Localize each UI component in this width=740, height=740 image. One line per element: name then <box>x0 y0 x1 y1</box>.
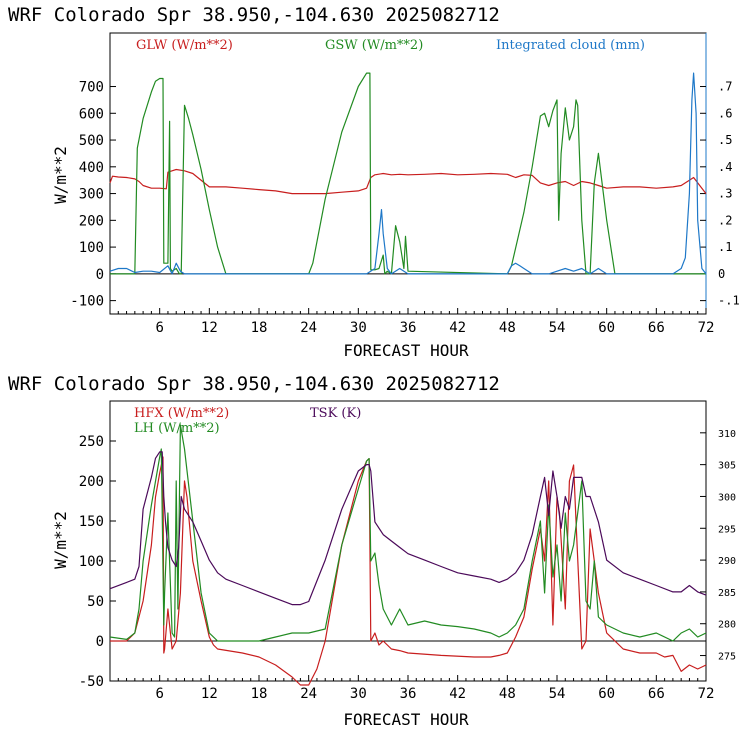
bottom-x-tick-label: 42 <box>449 686 466 702</box>
top-y2-tick-label: .2 <box>718 213 732 227</box>
top-panel: WRF Colorado Spr 38.950,-104.630 2025082… <box>8 4 740 360</box>
top-y2-tick-label: -.1 <box>718 294 740 308</box>
bottom-series <box>109 424 707 686</box>
top-x-axis-label: FORECAST HOUR <box>343 341 469 360</box>
top-y2-tick-label: .1 <box>718 240 732 254</box>
bottom-y2-tick-label: 290 <box>718 556 736 567</box>
legend-glw: GLW (W/m**2) <box>136 38 233 53</box>
bottom-y2-tick-label: 305 <box>718 461 736 472</box>
top-x-tick-label: 60 <box>598 320 615 336</box>
legend-lh: LH (W/m**2) <box>134 421 220 436</box>
bottom-series-line-lh <box>109 424 707 642</box>
top-y-tick-label: 200 <box>79 213 104 229</box>
top-x-tick-label: 48 <box>499 320 516 336</box>
bottom-y-axis-label: W/m**2 <box>51 511 70 569</box>
bottom-series-line-hfx <box>110 456 707 686</box>
bottom-x-tick-label: 60 <box>598 686 615 702</box>
bottom-x-tick-label: 18 <box>251 686 268 702</box>
top-y2-tick-label: .5 <box>718 133 732 147</box>
top-x-tick-label: 24 <box>300 320 317 336</box>
bottom-y-tick-label: 250 <box>79 434 104 450</box>
top-x-tick-label: 30 <box>350 320 367 336</box>
bottom-x-tick-label: 24 <box>300 686 317 702</box>
bottom-x-tick-label: 66 <box>648 686 665 702</box>
top-chart-title: WRF Colorado Spr 38.950,-104.630 2025082… <box>8 4 500 26</box>
top-x-tick-label: 54 <box>549 320 566 336</box>
top-series <box>109 72 707 275</box>
top-y2-tick-label: .4 <box>718 160 732 174</box>
bottom-x-tick-label: 36 <box>400 686 417 702</box>
top-x-tick-label: 36 <box>400 320 417 336</box>
top-y-tick-label: 0 <box>96 267 104 283</box>
top-y2-tick-label: 0 <box>718 267 725 281</box>
bottom-axes: 6 12 18 24 30 36 42 48 54 60 66 72 -50 0 50 100 150 200 25… <box>79 429 736 702</box>
bottom-x-tick-label: 72 <box>698 686 715 702</box>
bottom-y2-tick-label: 280 <box>718 620 736 631</box>
bottom-y2-tick-label: 295 <box>718 524 736 535</box>
bottom-x-tick-label: 54 <box>549 686 566 702</box>
top-y-tick-label: -100 <box>70 294 104 310</box>
top-x-tick-label: 12 <box>201 320 218 336</box>
top-x-tick-label: 42 <box>449 320 466 336</box>
top-x-tick-label: 66 <box>648 320 665 336</box>
bottom-x-tick-label: 30 <box>350 686 367 702</box>
top-y-tick-label: 500 <box>79 133 104 149</box>
bottom-y2-tick-label: 310 <box>718 429 736 440</box>
bottom-y2-tick-label: 300 <box>718 492 736 503</box>
bottom-y2-tick-label: 285 <box>718 588 736 599</box>
top-x-tick-label: 72 <box>698 320 715 336</box>
top-y-axis-label: W/m**2 <box>51 146 70 204</box>
top-axes: 6 12 18 24 30 36 42 48 54 60 66 72 -100 0 100 200 300 400… <box>70 80 739 336</box>
top-plot-frame <box>109 32 707 315</box>
top-y-tick-label: 600 <box>79 106 104 122</box>
bottom-y-tick-label: 0 <box>96 634 104 650</box>
top-y2-tick-label: .3 <box>718 187 732 201</box>
bottom-panel: WRF Colorado Spr 38.950,-104.630 2025082… <box>8 373 736 729</box>
top-series-line-glw <box>109 168 707 195</box>
top-series-line-gsw <box>110 72 706 275</box>
top-y2-tick-label: .7 <box>718 80 732 94</box>
bottom-series-line-tsk <box>109 451 707 606</box>
bottom-y-tick-label: -50 <box>79 674 104 690</box>
legend-cloud: Integrated cloud (mm) <box>496 38 645 53</box>
bottom-y-tick-label: 200 <box>79 474 104 490</box>
bottom-chart-title: WRF Colorado Spr 38.950,-104.630 2025082… <box>8 373 500 395</box>
bottom-x-tick-label: 12 <box>201 686 218 702</box>
top-x-tick-label: 6 <box>155 320 163 336</box>
top-y-tick-label: 300 <box>79 187 104 203</box>
top-y-tick-label: 100 <box>79 240 104 256</box>
bottom-x-axis-label: FORECAST HOUR <box>343 710 469 729</box>
legend-tsk: TSK (K) <box>310 406 361 421</box>
top-y-tick-label: 700 <box>79 80 104 96</box>
top-x-tick-label: 18 <box>251 320 268 336</box>
bottom-y-tick-label: 150 <box>79 514 104 530</box>
top-y2-tick-label: .6 <box>718 106 732 120</box>
bottom-x-tick-label: 48 <box>499 686 516 702</box>
bottom-x-tick-label: 6 <box>155 686 163 702</box>
bottom-y-tick-label: 100 <box>79 554 104 570</box>
legend-gsw: GSW (W/m**2) <box>325 38 423 53</box>
bottom-y-tick-label: 50 <box>87 594 104 610</box>
top-y-tick-label: 400 <box>79 160 104 176</box>
legend-hfx: HFX (W/m**2) <box>134 406 229 421</box>
bottom-y2-tick-label: 275 <box>718 652 736 663</box>
top-series-line-integrated <box>109 72 707 275</box>
bottom-plot-frame <box>109 400 707 682</box>
